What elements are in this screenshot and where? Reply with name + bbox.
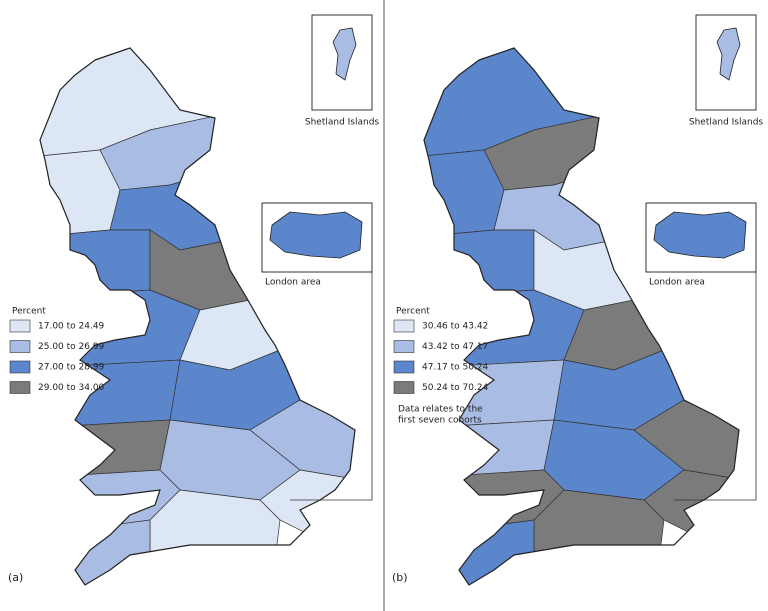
legend-title: Percent (396, 307, 430, 317)
note: Data relates to the (398, 405, 483, 415)
legend-label: 43.42 to 47.17 (422, 342, 488, 352)
map-panel: Shetland Islands London area (b) Percent… (392, 14, 764, 586)
legend-label: 17.00 to 24.49 (38, 322, 105, 332)
legend-swatch (393, 381, 415, 394)
inset-box (261, 202, 373, 273)
inset-shape (269, 211, 363, 259)
region (40, 149, 121, 241)
legend-swatch (9, 319, 31, 333)
inset-box (645, 202, 757, 273)
map-panel: Shetland Islands London area (a) Percent… (8, 14, 380, 586)
legend-title: Percent (12, 307, 46, 317)
inset-label: Shetland Islands (305, 118, 380, 128)
legend-label: 25.00 to 26.99 (38, 342, 105, 352)
panel-label: (b) (392, 571, 408, 584)
inset-shape (332, 27, 357, 81)
legend-label: 47.17 to 50.24 (422, 363, 489, 373)
legend-swatch (9, 381, 31, 394)
inset-box (311, 14, 373, 111)
regions (40, 48, 355, 585)
panel-label: (a) (8, 571, 23, 584)
inset-shape (716, 27, 741, 81)
legend-swatch (393, 319, 415, 333)
note: first seven cohorts (398, 416, 482, 426)
legend-label: 30.46 to 43.42 (422, 322, 488, 332)
region (424, 149, 505, 241)
inset-label: London area (265, 278, 321, 288)
regions (424, 48, 739, 585)
legend-label: 50.24 to 70.24 (422, 383, 489, 393)
inset-shape (653, 211, 747, 259)
inset-label: Shetland Islands (689, 118, 764, 128)
legend-swatch (393, 360, 415, 374)
legend-swatch (393, 340, 415, 353)
inset-label: London area (649, 278, 705, 288)
legend-label: 29.00 to 34.00 (38, 383, 105, 393)
inset-box (695, 14, 757, 111)
legend-label: 27.00 to 28.99 (38, 363, 105, 373)
region (424, 519, 535, 585)
legend-swatch (9, 360, 31, 374)
region (40, 519, 151, 585)
legend-swatch (9, 340, 31, 353)
